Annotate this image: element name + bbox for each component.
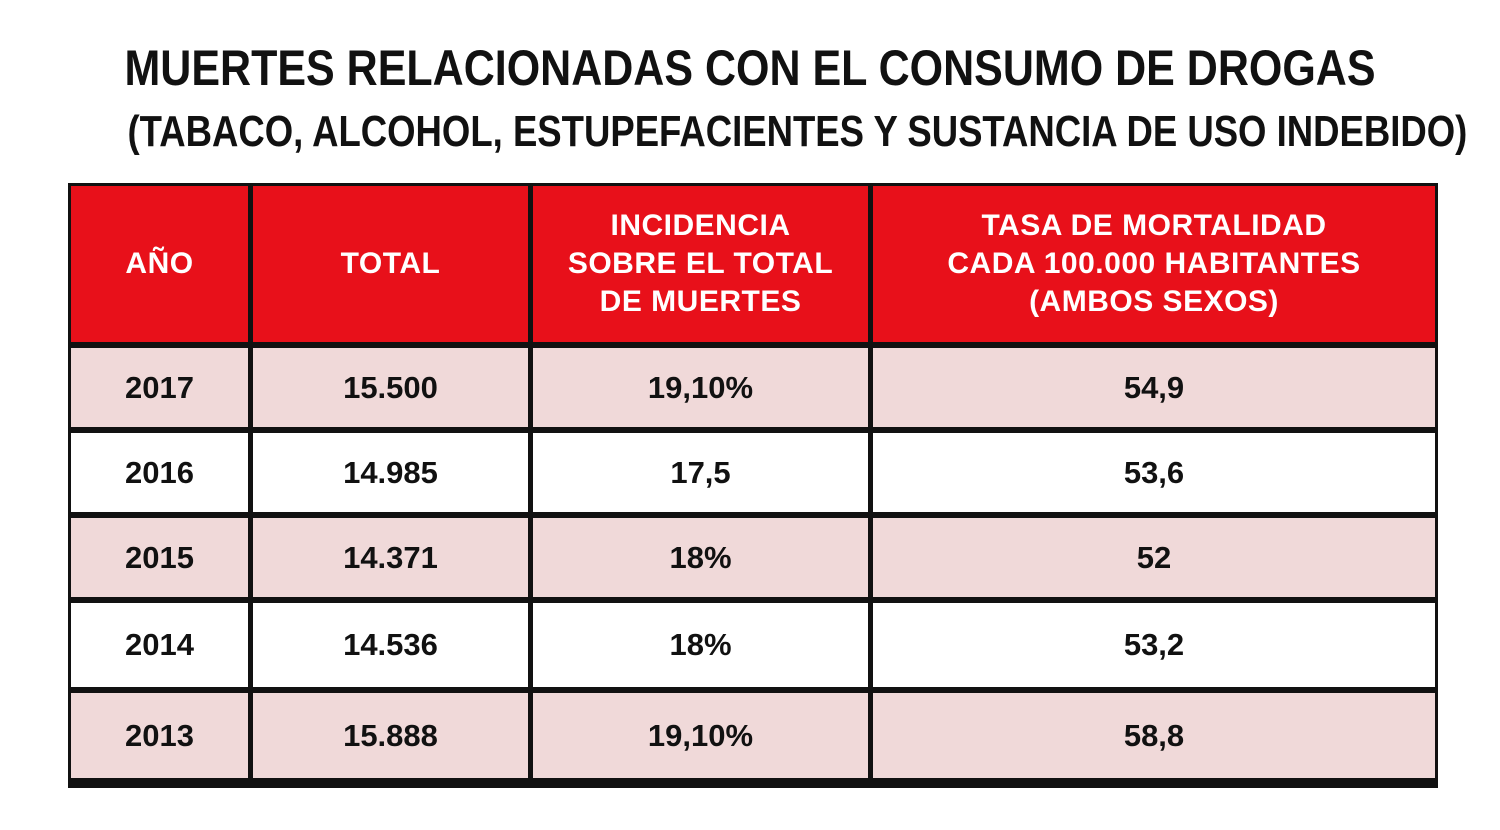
cell-mortality-rate: 54,9 bbox=[873, 348, 1435, 433]
cell-year: 2013 bbox=[71, 693, 253, 778]
cell-year: 2016 bbox=[71, 433, 253, 518]
table-row: 2015 14.371 18% 52 bbox=[71, 518, 1435, 603]
cell-incidence: 18% bbox=[533, 518, 873, 603]
header-mortality-line: TASA DE MORTALIDAD bbox=[981, 209, 1327, 242]
header-incidence: INCIDENCIA SOBRE EL TOTAL DE MUERTES bbox=[533, 186, 873, 348]
cell-total: 14.536 bbox=[253, 603, 533, 693]
table-row: 2017 15.500 19,10% 54,9 bbox=[71, 348, 1435, 433]
header-incidence-line: SOBRE EL TOTAL bbox=[567, 247, 834, 280]
table-row: 2013 15.888 19,10% 58,8 bbox=[71, 693, 1435, 778]
cell-year: 2014 bbox=[71, 603, 253, 693]
cell-year: 2015 bbox=[71, 518, 253, 603]
cell-incidence: 19,10% bbox=[533, 693, 873, 778]
cell-total: 14.371 bbox=[253, 518, 533, 603]
page-title: MUERTES RELACIONADAS CON EL CONSUMO DE D… bbox=[124, 40, 1376, 96]
table-row: 2016 14.985 17,5 53,6 bbox=[71, 433, 1435, 518]
page-subtitle: (TABACO, ALCOHOL, ESTUPEFACIENTES Y SUST… bbox=[127, 107, 1468, 156]
cell-total: 15.500 bbox=[253, 348, 533, 433]
cell-mortality-rate: 53,6 bbox=[873, 433, 1435, 518]
header-mortality-line: (AMBOS SEXOS) bbox=[1029, 285, 1279, 318]
data-table: AÑO TOTAL INCIDENCIA SOBRE EL TOTAL DE M… bbox=[71, 186, 1435, 778]
table-row: 2014 14.536 18% 53,2 bbox=[71, 603, 1435, 693]
cell-incidence: 17,5 bbox=[533, 433, 873, 518]
cell-incidence: 19,10% bbox=[533, 348, 873, 433]
cell-total: 15.888 bbox=[253, 693, 533, 778]
table-header-row: AÑO TOTAL INCIDENCIA SOBRE EL TOTAL DE M… bbox=[71, 186, 1435, 348]
cell-mortality-rate: 52 bbox=[873, 518, 1435, 603]
cell-year: 2017 bbox=[71, 348, 253, 433]
header-year: AÑO bbox=[71, 186, 253, 348]
header-incidence-line: INCIDENCIA bbox=[610, 209, 791, 242]
cell-mortality-rate: 58,8 bbox=[873, 693, 1435, 778]
header-total: TOTAL bbox=[253, 186, 533, 348]
header-mortality-line: CADA 100.000 HABITANTES bbox=[947, 247, 1361, 280]
cell-incidence: 18% bbox=[533, 603, 873, 693]
cell-mortality-rate: 53,2 bbox=[873, 603, 1435, 693]
header-incidence-line: DE MUERTES bbox=[599, 285, 802, 318]
data-table-frame: AÑO TOTAL INCIDENCIA SOBRE EL TOTAL DE M… bbox=[68, 183, 1438, 788]
cell-total: 14.985 bbox=[253, 433, 533, 518]
header-mortality-rate: TASA DE MORTALIDAD CADA 100.000 HABITANT… bbox=[873, 186, 1435, 348]
